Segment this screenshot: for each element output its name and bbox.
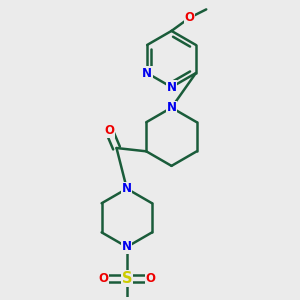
Text: O: O — [146, 272, 156, 285]
Text: N: N — [167, 81, 176, 94]
Text: N: N — [167, 101, 176, 114]
Text: N: N — [122, 240, 132, 254]
Text: O: O — [185, 11, 195, 24]
Text: O: O — [104, 124, 114, 137]
Text: N: N — [122, 182, 132, 195]
Text: O: O — [98, 272, 108, 285]
Text: S: S — [122, 271, 132, 286]
Text: N: N — [142, 67, 152, 80]
